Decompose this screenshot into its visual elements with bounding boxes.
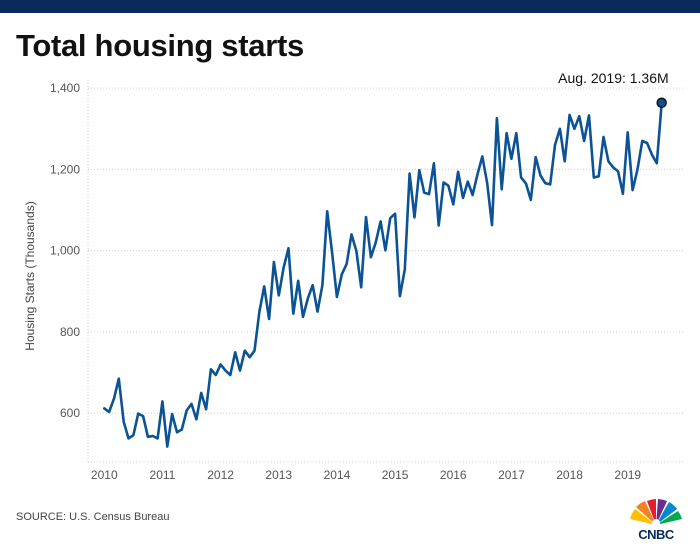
x-tick-label: 2014 bbox=[324, 468, 351, 482]
housing-starts-line bbox=[103, 101, 664, 448]
cnbc-logo-text: CNBC bbox=[638, 527, 674, 542]
y-axis-label: Housing Starts (Thousands) bbox=[23, 201, 37, 350]
y-tick-label: 800 bbox=[60, 325, 80, 339]
y-tick-label: 1,000 bbox=[50, 244, 80, 258]
x-tick-label: 2013 bbox=[265, 468, 292, 482]
y-tick-label: 1,400 bbox=[50, 81, 80, 95]
y-tick-label: 600 bbox=[60, 406, 80, 420]
latest-point-marker bbox=[656, 97, 667, 109]
top-banner bbox=[0, 0, 700, 13]
source-note: SOURCE: U.S. Census Bureau bbox=[16, 511, 170, 523]
x-tick-label: 2019 bbox=[614, 468, 641, 482]
x-tick-label: 2011 bbox=[150, 468, 176, 482]
x-tick-label: 2016 bbox=[440, 468, 467, 482]
cnbc-logo: CNBC bbox=[624, 493, 688, 543]
peacock-icon bbox=[630, 499, 682, 527]
y-tick-label: 1,200 bbox=[50, 162, 80, 176]
x-tick-label: 2012 bbox=[207, 468, 234, 482]
chart-title: Total housing starts bbox=[16, 28, 304, 63]
x-tick-label: 2018 bbox=[556, 468, 583, 482]
latest-point-annotation: Aug. 2019: 1.36M bbox=[558, 70, 669, 86]
x-tick-label: 2010 bbox=[91, 468, 118, 482]
x-tick-label: 2017 bbox=[498, 468, 525, 482]
x-tick-label: 2015 bbox=[382, 468, 409, 482]
